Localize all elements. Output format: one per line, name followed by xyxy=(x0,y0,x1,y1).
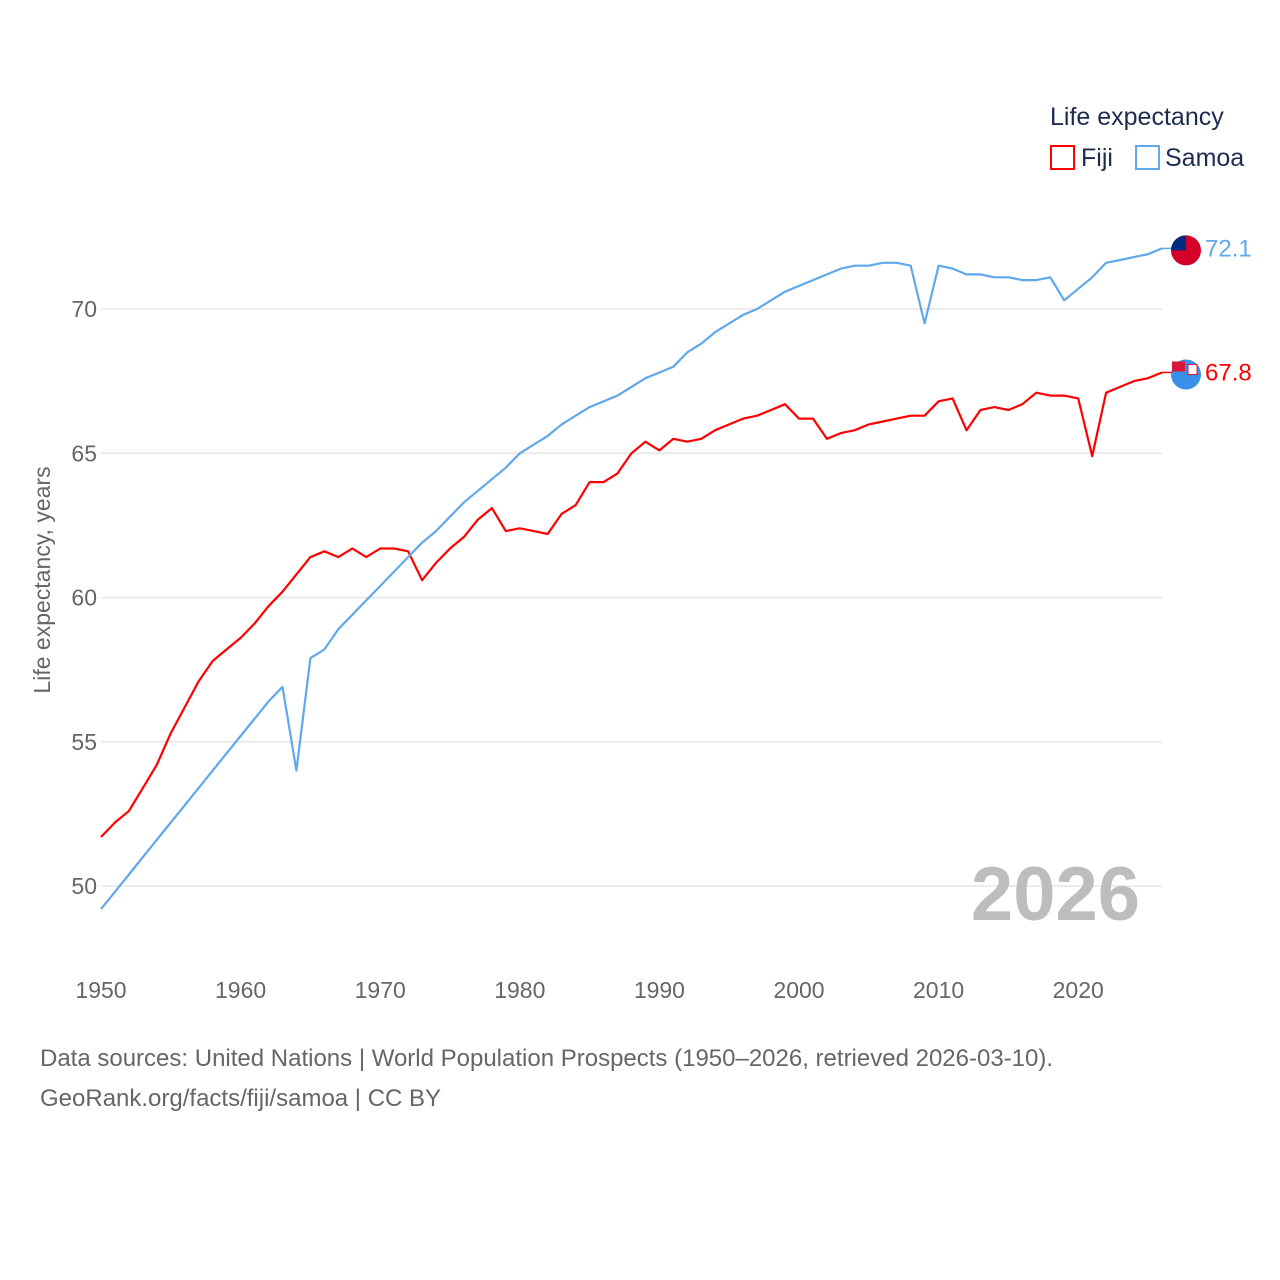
flag-fiji-icon xyxy=(1171,359,1201,390)
legend-label-fiji: Fiji xyxy=(1081,144,1113,172)
legend-swatch-fiji xyxy=(1050,145,1075,170)
x-tick-label: 2020 xyxy=(1053,977,1104,1003)
flag-samoa-icon xyxy=(1171,235,1201,266)
footer-link[interactable]: GeoRank.org/facts/fiji/samoa | CC BY xyxy=(40,1085,442,1112)
flag-canton xyxy=(1172,361,1185,372)
y-tick-label: 70 xyxy=(71,296,97,322)
series-line-fiji xyxy=(100,371,1163,838)
legend-item-fiji[interactable]: Fiji xyxy=(1050,144,1113,172)
x-tick-label: 1980 xyxy=(494,977,545,1003)
x-tick-label: 2000 xyxy=(773,977,824,1003)
x-tick-label: 1970 xyxy=(355,977,406,1003)
y-tick-label: 60 xyxy=(71,585,97,611)
y-axis-label: Life expectancy, years xyxy=(29,466,55,693)
legend-title: Life expectancy xyxy=(1050,103,1224,131)
x-tick-label: 1960 xyxy=(215,977,266,1003)
current-year-label: 2026 xyxy=(971,852,1140,937)
line-chart: 50 55 60 65 70 1950 1960 1970 1980 1990 2000 2010 2… xyxy=(29,103,1252,1003)
y-tick-label: 50 xyxy=(71,873,97,899)
legend-label-samoa: Samoa xyxy=(1165,144,1244,172)
legend-item-samoa[interactable]: Samoa xyxy=(1135,144,1244,172)
legend-swatch-samoa xyxy=(1135,145,1160,170)
x-tick-label: 2010 xyxy=(913,977,964,1003)
series-line-samoa xyxy=(100,247,1163,910)
footer-sources: Data sources: United Nations | World Pop… xyxy=(40,1045,1054,1072)
end-value-label-fiji: 67.8 xyxy=(1205,359,1252,386)
end-value-label-samoa: 72.1 xyxy=(1205,235,1252,262)
flag-shield xyxy=(1187,363,1198,375)
x-tick-label: 1950 xyxy=(75,977,126,1003)
flag-canton xyxy=(1171,235,1186,251)
legend: Life expectancy Fiji Samoa xyxy=(1050,103,1244,172)
y-tick-label: 65 xyxy=(71,440,97,466)
x-tick-label: 1990 xyxy=(634,977,685,1003)
y-tick-label: 55 xyxy=(71,729,97,755)
